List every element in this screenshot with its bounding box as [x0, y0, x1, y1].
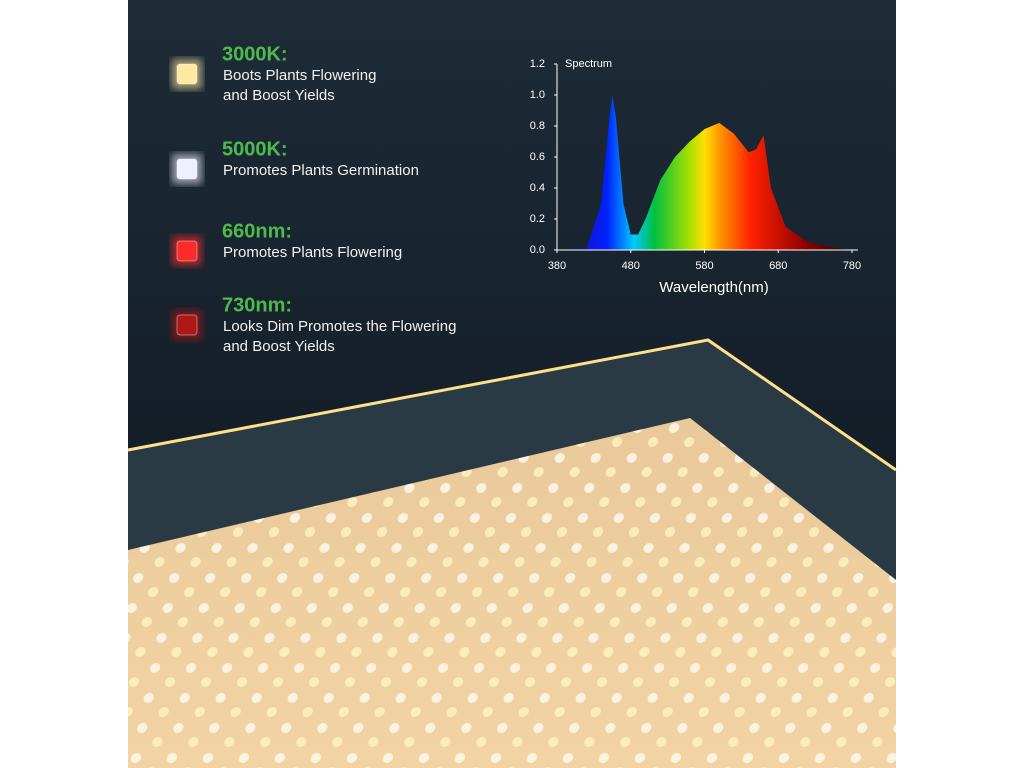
- led-icon: [176, 314, 198, 336]
- axes: [556, 64, 858, 251]
- chart-title: Spectrum: [565, 58, 612, 70]
- x-tick-label: 580: [695, 260, 713, 272]
- feature-text: and Boost Yields: [223, 338, 335, 355]
- y-tick-label: 0.6: [530, 151, 545, 163]
- y-tick-label: 0.2: [530, 213, 545, 225]
- feature-title: 660nm:: [222, 220, 292, 242]
- feature-list: 3000K: Boots Plants Flowering and Boost Yi…: [172, 43, 456, 355]
- y-tick-label: 0.8: [530, 120, 545, 132]
- feature-text: Promotes Plants Germination: [223, 162, 419, 179]
- led-icon: [176, 158, 198, 180]
- x-axis-label: Wavelength(nm): [659, 279, 768, 296]
- feature-title: 5000K:: [222, 138, 288, 160]
- feature-title: 3000K:: [222, 43, 288, 65]
- feature-text: Looks Dim Promotes the Flowering: [223, 318, 456, 335]
- y-tick-label: 1.0: [530, 89, 545, 101]
- frame-edge: [127, 338, 897, 472]
- x-tick-label: 380: [548, 260, 566, 272]
- feature-text: Promotes Plants Flowering: [223, 244, 402, 261]
- spectrum-area: [557, 95, 852, 250]
- led-array: [128, 418, 896, 768]
- spectrum-chart: Spectrum 0.0 0.2 0.4 0.6 0.8 1.0 1.2 380 480 580 68…: [530, 58, 861, 296]
- led-icon: [176, 63, 198, 85]
- y-tick-label: 0.0: [530, 244, 545, 256]
- y-tick-label: 0.4: [530, 182, 545, 194]
- led-icon: [176, 240, 198, 262]
- x-tick-label: 680: [769, 260, 787, 272]
- y-tick-label: 1.2: [530, 58, 545, 70]
- feature-title: 730nm:: [222, 294, 292, 316]
- x-tick-label: 780: [843, 260, 861, 272]
- feature-text: Boots Plants Flowering: [223, 67, 376, 84]
- feature-text: and Boost Yields: [223, 87, 335, 104]
- x-tick-label: 480: [622, 260, 640, 272]
